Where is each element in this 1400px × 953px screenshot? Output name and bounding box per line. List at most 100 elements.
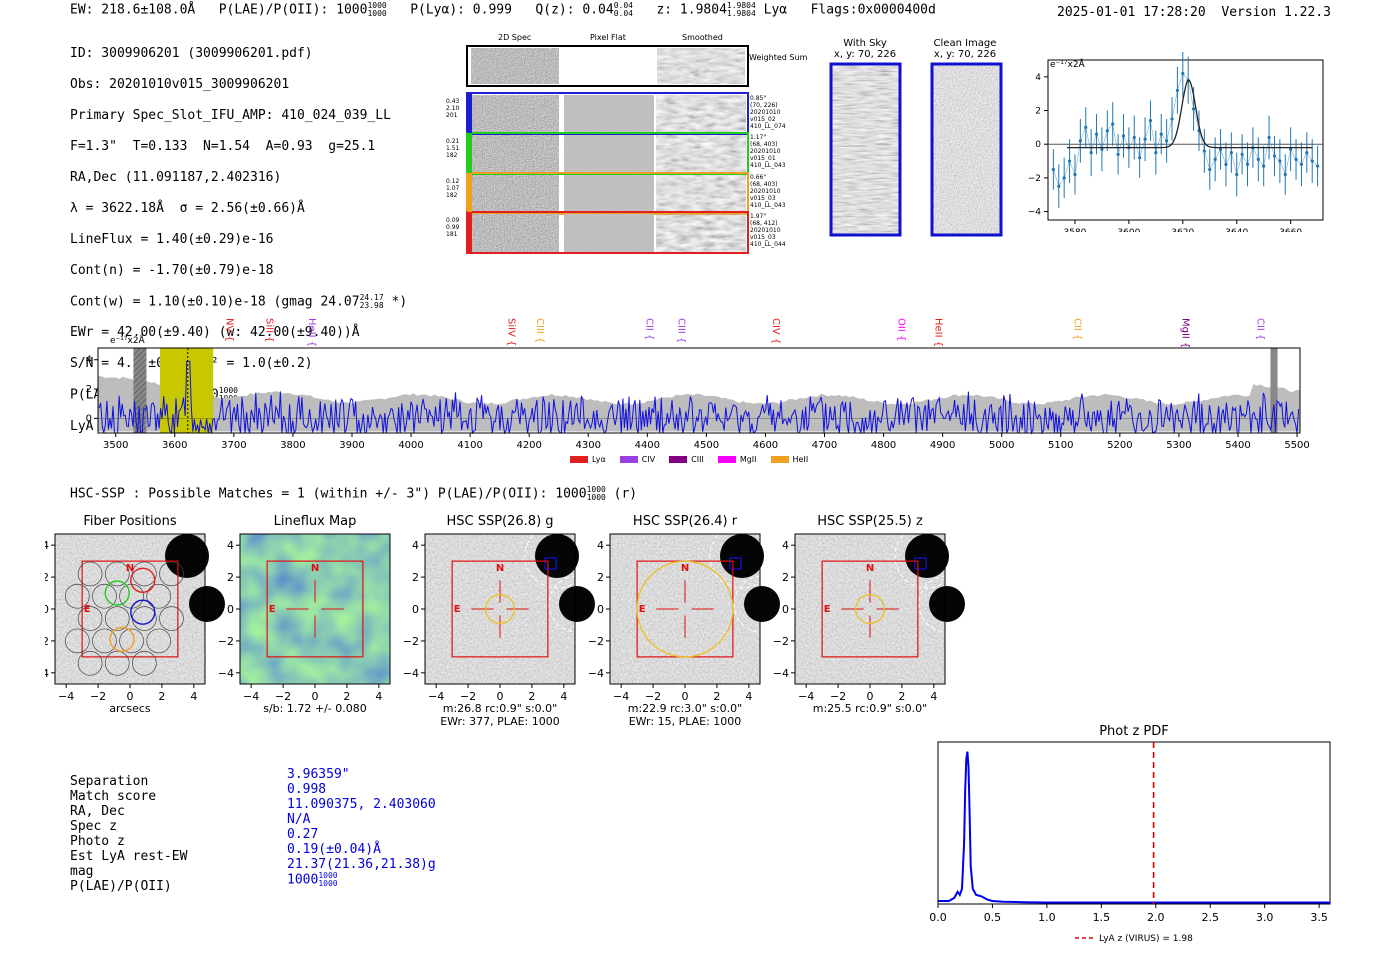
fiber-orange [109, 626, 135, 652]
pdf-xtick-label: 0.0 [929, 911, 947, 924]
fiber-row-1 [466, 92, 749, 135]
bright-source [744, 586, 780, 622]
hsc-xtick-label: −2 [90, 690, 106, 703]
hsc-ytick-label: 4 [782, 539, 789, 552]
hsc-ytick-label: −4 [773, 667, 789, 680]
compass-north: N [126, 563, 134, 574]
fiber-circle [146, 583, 172, 609]
spec-flux-line [98, 360, 1300, 435]
hsc-xtick-label: 2 [528, 690, 535, 703]
hsc-title: HSC-SSP : Possible Matches = 1 (within +… [70, 485, 638, 502]
fiber-circle [92, 583, 117, 609]
hsc-ytick-label: 2 [412, 571, 419, 584]
match-key-plae: P(LAE)/P(OII) [70, 879, 172, 894]
cutout-svg [466, 45, 749, 254]
hsc-ytick-label: 0 [782, 603, 789, 616]
match-keys: Separation Match score RA, Dec Spec z Ph… [70, 774, 187, 894]
weighted-sum-label: Weighted Sum [749, 53, 808, 62]
hsc-xtick-label: 4 [560, 690, 567, 703]
hsc-xtick-label: 2 [158, 690, 165, 703]
hsc-xtick-label: −2 [460, 690, 476, 703]
hsc-caption: m:22.9 rc:3.0" s:0.0" [628, 702, 743, 715]
header-plae-range: 1000 1000 [367, 1, 387, 18]
col-2d-spec: 2D Spec [498, 33, 532, 42]
hsc-xtick-label: 0 [682, 690, 689, 703]
spec-xtick-label: 3600 [162, 440, 187, 451]
hsc-xtick-label: 0 [312, 690, 319, 703]
fit-ylabel: e⁻¹⁷x2Å [1050, 60, 1085, 70]
header-z-line: Lyα [763, 2, 788, 18]
fiber-row-3 [466, 172, 749, 215]
spec-xtick-label: 4900 [930, 440, 955, 451]
pdf-axes-frame [937, 741, 1331, 905]
bright-source [165, 534, 209, 578]
photz-title: Phot z PDF [1099, 724, 1169, 739]
catalog-box [544, 557, 557, 570]
spec-legend-item: HeII [770, 455, 808, 464]
row4-meta: 1.97" (68, 412) 20201010 v015_03 410_LL_… [750, 213, 786, 248]
spec-xtick-label: 4500 [694, 440, 719, 451]
hsc-xtick-label: 2 [343, 690, 350, 703]
info-contw: Cont(w) = 1.10(±0.10)e-18 (gmag 24.07 24.… [70, 292, 408, 310]
hsc-xtick-label: −4 [58, 690, 74, 703]
hsc-xtick-label: −4 [798, 690, 814, 703]
spec-legend-item: CIII [669, 455, 704, 464]
compass-north: N [496, 563, 504, 574]
bright-source [720, 534, 764, 578]
spec-legend-label: CIII [691, 455, 704, 464]
fit-ytick-label: 4 [1035, 73, 1041, 83]
hsc-ytick-label: −4 [403, 667, 419, 680]
row4-vals: 0.09 0.99 181 [446, 217, 460, 238]
pdf-xtick-label: 0.5 [984, 911, 1002, 924]
fiber-circle [104, 650, 130, 676]
header-ew: EW: 218.6±108.0Å [70, 2, 196, 18]
hsc-ytick-label: 0 [45, 603, 49, 616]
catalog-ellipse [733, 575, 791, 633]
catalog-box [729, 557, 742, 570]
compass-east: E [84, 604, 91, 615]
hsc-xtick-label: −2 [645, 690, 661, 703]
fiber-row-4 [466, 211, 749, 254]
spec-xtick-label: 4200 [516, 440, 541, 451]
fit-xtick-label: 3580 [1064, 228, 1087, 232]
fit-ytick-label: −4 [1028, 208, 1042, 218]
hsc-caption: EWr: 377, PLAE: 1000 [440, 715, 560, 727]
fiber-circle [65, 628, 90, 654]
hsc-ytick-label: 0 [412, 603, 419, 616]
fiber-circle [159, 606, 184, 631]
hsc-ytick-label: 4 [597, 539, 604, 552]
pdf-xtick-label: 3.5 [1310, 911, 1328, 924]
match-key-radec: RA, Dec [70, 804, 125, 819]
fiber-circle [77, 606, 103, 631]
line-fit-chart: 3580 3600 3620 3640 3660 4 2 0 −2 −4 [1028, 52, 1324, 232]
hsc-xtick-label: 0 [497, 690, 504, 703]
spec-ylabel: e⁻¹⁷x2Å [110, 336, 145, 346]
spec-xtick-label: 5000 [989, 440, 1014, 451]
fit-xtick-label: 3660 [1279, 228, 1302, 232]
clean-image [933, 65, 1000, 234]
hsc-caption: arcsecs [109, 702, 151, 715]
bright-source [905, 534, 949, 578]
match-val-radec: 11.090375, 2.403060 [287, 797, 436, 812]
spec-xtick-label: 4100 [457, 440, 482, 451]
hsc-xtick-label: 0 [867, 690, 874, 703]
clean-title: Clean Image [933, 38, 997, 49]
fit-gaussian-line [1066, 79, 1313, 149]
hsc-ytick-label: −4 [218, 667, 234, 680]
header-timestamp: 2025-01-01 17:28:20 [1057, 5, 1206, 20]
catalog-ellipse [918, 575, 976, 633]
pdf-xtick-label: 1.0 [1038, 911, 1056, 924]
spec-xtick-label: 5200 [1107, 440, 1132, 451]
fiber-circle [119, 628, 144, 654]
spec-legend-swatch [770, 456, 789, 463]
pdf-xtick-label: 2.0 [1147, 911, 1165, 924]
hsc-xtick-label: 4 [930, 690, 937, 703]
pdf-legend-label: LyA z (VIRUS) = 1.98 [1099, 934, 1193, 944]
info-primary-spec: Primary Spec_Slot_IFU_AMP: 410_024_039_L… [70, 107, 391, 123]
col-smoothed: Smoothed [682, 33, 723, 42]
match-val-score: 0.998 [287, 782, 327, 797]
col-pixel-flat: Pixel Flat [590, 33, 626, 42]
spec-xtick-label: 4800 [871, 440, 896, 451]
fiber-circle [104, 561, 130, 587]
spec-xtick-label: 3900 [339, 440, 364, 451]
